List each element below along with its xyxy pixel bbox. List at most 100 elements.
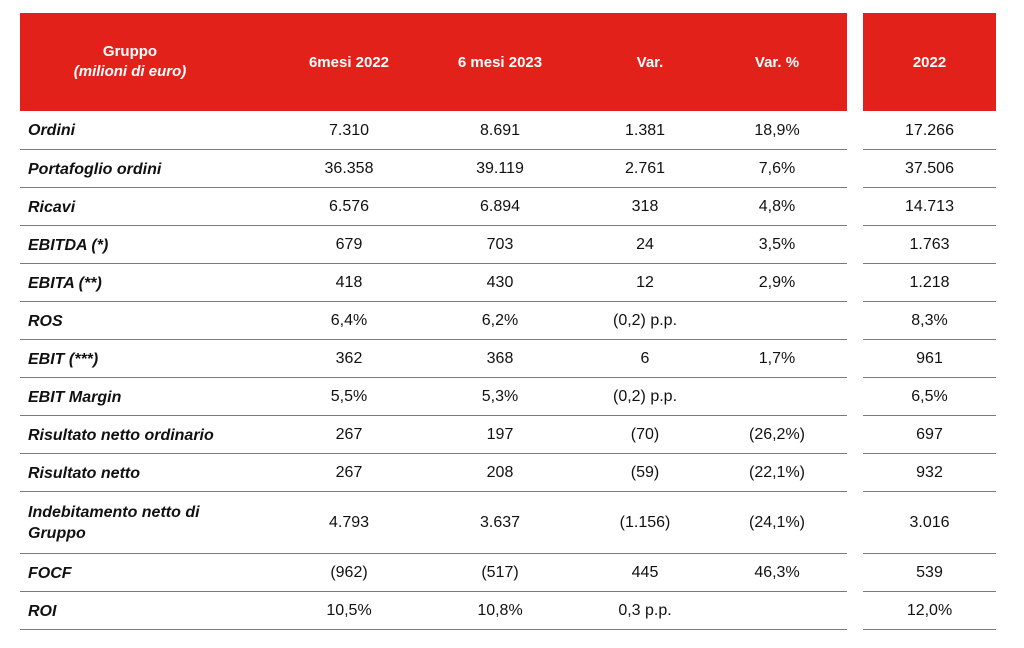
row-label: FOCF <box>28 564 72 582</box>
cell-h1-2023: 5,3% <box>481 388 519 405</box>
cell-var-pct <box>712 592 842 630</box>
table-row: Ricavi 6.576 6.894 318 4,8% 14.713 <box>0 188 1024 226</box>
cell-year: 3.016 <box>909 514 950 531</box>
header-var-pct: Var. % <box>754 53 800 71</box>
header-year-2022: 2022 <box>912 53 947 71</box>
cell-var-pct: 7,6% <box>758 160 796 177</box>
cell-h1-2022: 6.576 <box>328 198 370 215</box>
cell-var-pct: (24,1%) <box>748 514 806 531</box>
cell-h1-2023: 3.637 <box>479 514 521 531</box>
header-h1-2022: 6mesi 2022 <box>308 53 390 71</box>
row-label: Risultato netto <box>28 464 140 482</box>
cell-var: 6 <box>640 350 650 367</box>
cell-h1-2022: (962) <box>330 564 368 581</box>
row-divider <box>863 453 996 454</box>
header-group-subtitle: (milioni di euro) <box>73 63 187 80</box>
cell-h1-2023: 703 <box>486 236 514 253</box>
header-group-title: Gruppo <box>102 43 158 60</box>
row-divider <box>20 591 847 592</box>
row-divider <box>20 415 847 416</box>
cell-h1-2023: 430 <box>486 274 514 291</box>
cell-h1-2023: 368 <box>486 350 514 367</box>
header-h1-2023: 6 mesi 2023 <box>457 53 543 71</box>
row-label: EBIT Margin <box>28 388 122 406</box>
cell-year: 697 <box>916 426 943 443</box>
row-divider <box>20 149 847 150</box>
cell-var: 318 <box>631 198 659 215</box>
cell-var: (70) <box>630 426 660 443</box>
cell-h1-2022: 267 <box>335 464 363 481</box>
cell-h1-2022: 5,5% <box>330 388 368 405</box>
cell-year: 6,5% <box>911 388 948 405</box>
cell-year: 932 <box>916 464 943 481</box>
cell-var-pct: 2,9% <box>758 274 796 291</box>
row-divider <box>863 149 996 150</box>
row-divider <box>20 453 847 454</box>
row-divider <box>863 415 996 416</box>
cell-var: (59) <box>630 464 660 481</box>
row-divider <box>20 629 847 630</box>
cell-h1-2022: 418 <box>335 274 363 291</box>
row-label: EBIT (***) <box>28 350 99 368</box>
cell-h1-2022: 679 <box>335 236 363 253</box>
table-header: Gruppo (milioni di euro) 6mesi 2022 6 me… <box>20 13 847 111</box>
table-row: ROS 6,4% 6,2% (0,2) p.p. 8,3% <box>0 302 1024 340</box>
cell-var: 2.761 <box>624 160 666 177</box>
cell-var-pct: (26,2%) <box>748 426 806 443</box>
cell-year: 1.218 <box>909 274 950 291</box>
table-row: FOCF (962) (517) 445 46,3% 539 <box>0 554 1024 592</box>
table-row: Portafoglio ordini 36.358 39.119 2.761 7… <box>0 150 1024 188</box>
row-label-line: Gruppo <box>28 525 86 542</box>
row-divider <box>863 187 996 188</box>
cell-var: 24 <box>636 236 654 253</box>
cell-var-pct: 46,3% <box>754 564 800 581</box>
cell-h1-2023: 39.119 <box>476 160 524 177</box>
cell-h1-2023: 6.894 <box>479 198 521 215</box>
cell-h1-2023: (517) <box>481 564 519 581</box>
cell-h1-2023: 208 <box>486 464 514 481</box>
header-group-cell: Gruppo (milioni di euro) <box>20 13 240 111</box>
cell-h1-2022: 4.793 <box>328 514 370 531</box>
cell-var-pct: 3,5% <box>758 236 796 253</box>
row-divider <box>863 301 996 302</box>
table-header-year: 2022 <box>863 13 996 111</box>
cell-h1-2022: 6,4% <box>330 312 368 329</box>
cell-h1-2023: 8.691 <box>479 121 521 139</box>
cell-var-pct <box>712 378 842 416</box>
cell-var: 1.381 <box>624 121 666 139</box>
cell-var: (0,2) p.p. <box>612 388 678 405</box>
table-row: Risultato netto 267 208 (59) (22,1%) 932 <box>0 454 1024 492</box>
cell-h1-2023: 6,2% <box>481 312 519 329</box>
row-divider <box>20 301 847 302</box>
row-divider <box>863 339 996 340</box>
cell-year: 12,0% <box>906 602 953 619</box>
row-divider <box>20 187 847 188</box>
row-divider <box>863 591 996 592</box>
cell-year: 1.763 <box>909 236 950 253</box>
cell-var: (0,2) p.p. <box>612 312 678 329</box>
row-label: Ordini <box>28 122 76 139</box>
row-label: Portafoglio ordini <box>28 160 162 178</box>
row-divider <box>863 629 996 630</box>
cell-var-pct: (22,1%) <box>748 464 806 481</box>
cell-h1-2022: 362 <box>335 350 363 367</box>
row-divider <box>20 491 847 492</box>
table-row: EBITDA (*) 679 703 24 3,5% 1.763 <box>0 226 1024 264</box>
table-row: Risultato netto ordinario 267 197 (70) (… <box>0 416 1024 454</box>
table-row: Indebitamento netto di Gruppo 4.793 3.63… <box>0 492 1024 554</box>
cell-year: 14.713 <box>905 198 954 215</box>
row-label: EBITA (**) <box>28 274 102 292</box>
cell-var: (1.156) <box>619 514 671 531</box>
cell-var-pct <box>712 302 842 340</box>
cell-h1-2023: 10,8% <box>477 602 523 619</box>
cell-var: 12 <box>636 274 654 291</box>
table-row: ROI 10,5% 10,8% 0,3 p.p. 12,0% <box>0 592 1024 630</box>
cell-var-pct: 18,9% <box>754 121 800 139</box>
row-divider <box>863 377 996 378</box>
row-label-line: Indebitamento netto di <box>28 504 200 521</box>
row-divider <box>20 339 847 340</box>
row-divider <box>20 377 847 378</box>
cell-year: 17.266 <box>905 121 954 139</box>
row-divider <box>20 225 847 226</box>
